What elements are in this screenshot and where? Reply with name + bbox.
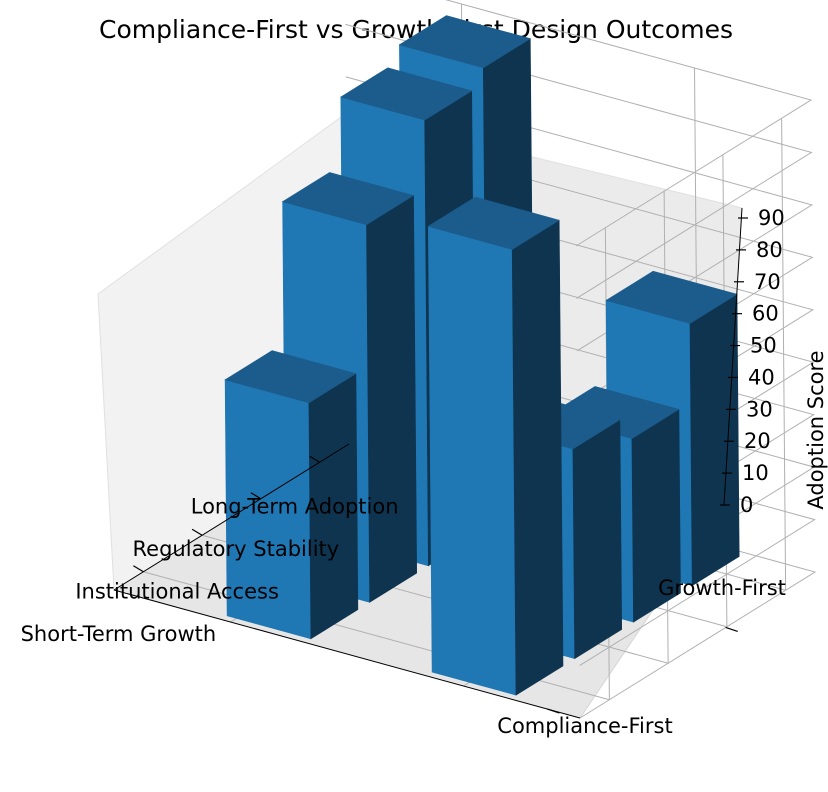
bar [224, 350, 359, 640]
x-tick-label: Institutional Access [75, 579, 279, 603]
z-tick-label: 30 [746, 397, 773, 421]
x-gridline [781, 118, 787, 591]
bar [427, 196, 564, 696]
y-tick-label: Compliance-First [497, 714, 672, 738]
z-tick-label: 70 [754, 270, 781, 294]
y-tick-mark [725, 626, 738, 633]
bar-face-side [572, 419, 623, 660]
z-tick-label: 0 [740, 493, 753, 517]
bars [224, 15, 740, 696]
bar-face-top [398, 15, 532, 69]
y-tick-label: Growth-First [658, 576, 786, 600]
x-tick-mark [250, 492, 262, 500]
x-tick-label: Long-Term Adoption [191, 494, 399, 518]
bar-face-side [689, 293, 740, 587]
z-tick-label: 20 [744, 429, 771, 453]
z-axis-label: Adoption Score [804, 350, 828, 509]
z-gridline [445, 0, 813, 247]
z-tick-label: 60 [752, 302, 779, 326]
z-tick-label: 90 [758, 206, 785, 230]
x-tick-label: Short-Term Growth [21, 622, 217, 646]
x-tick-mark [309, 455, 320, 463]
bar-face-side [366, 194, 418, 603]
bar-face-side [511, 219, 564, 696]
bar-face-top [281, 172, 415, 226]
z-axis-line [723, 207, 743, 506]
z-tick-label: 50 [750, 334, 777, 358]
axes: Short-Term Growth Institutional Access Reg… [21, 206, 828, 738]
bar-face-top [427, 196, 560, 250]
z-tick-label: 40 [748, 365, 775, 389]
z-tick-label: 10 [742, 461, 769, 485]
x-tick-mark [191, 528, 203, 536]
x-axis-line [113, 443, 350, 591]
x-tick-label: Regulatory Stability [133, 537, 340, 561]
bar-face-top [340, 67, 473, 121]
bar-face-front [427, 225, 517, 696]
y-axis-line [113, 589, 581, 719]
x-tick-mark [133, 565, 144, 573]
z-tick-label: 80 [756, 238, 783, 262]
bar-face-top [224, 350, 357, 404]
y-tick-mark [547, 708, 560, 714]
